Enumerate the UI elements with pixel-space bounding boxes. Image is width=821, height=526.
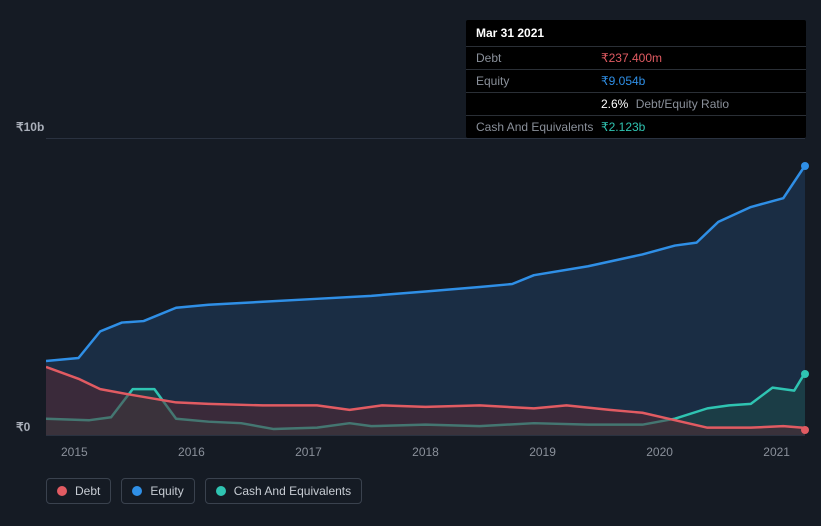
series-end-marker (801, 162, 809, 170)
x-tick: 2021 (763, 445, 790, 459)
tooltip-row-label: Cash And Equivalents (476, 120, 601, 134)
series-end-marker (801, 370, 809, 378)
legend-label: Equity (150, 484, 183, 498)
tooltip-row-value: ₹9.054b (601, 74, 645, 88)
tooltip-row-label: Debt (476, 51, 601, 65)
x-tick: 2020 (646, 445, 673, 459)
tooltip-row-label: Equity (476, 74, 601, 88)
y-axis-max-label: ₹10b (16, 120, 44, 134)
tooltip-row-label (476, 97, 601, 111)
x-tick: 2018 (412, 445, 439, 459)
x-tick: 2015 (61, 445, 88, 459)
series-end-marker (801, 426, 809, 434)
y-axis-min-label: ₹0 (16, 420, 30, 434)
tooltip-row: Debt₹237.400m (466, 46, 806, 69)
tooltip-date: Mar 31 2021 (466, 20, 806, 46)
legend-swatch (57, 486, 67, 496)
x-axis: 2015 2016 2017 2018 2019 2020 2021 (46, 445, 805, 459)
chart-legend: Debt Equity Cash And Equivalents (46, 478, 362, 504)
legend-label: Cash And Equivalents (234, 484, 351, 498)
data-tooltip: Mar 31 2021 Debt₹237.400mEquity₹9.054b2.… (466, 20, 806, 138)
tooltip-row-value: 2.6% Debt/Equity Ratio (601, 97, 729, 111)
tooltip-row: 2.6% Debt/Equity Ratio (466, 92, 806, 115)
x-tick: 2019 (529, 445, 556, 459)
chart-plot-area[interactable] (46, 138, 805, 436)
tooltip-row: Cash And Equivalents₹2.123b (466, 115, 806, 138)
legend-swatch (132, 486, 142, 496)
legend-label: Debt (75, 484, 100, 498)
tooltip-row: Equity₹9.054b (466, 69, 806, 92)
x-tick: 2016 (178, 445, 205, 459)
x-tick: 2017 (295, 445, 322, 459)
debt-equity-chart: ₹10b ₹0 2015 2016 2017 2018 2019 2020 2021 Deb… (16, 120, 805, 500)
tooltip-row-value: ₹2.123b (601, 120, 645, 134)
legend-item[interactable]: Equity (121, 478, 194, 504)
legend-item[interactable]: Cash And Equivalents (205, 478, 362, 504)
tooltip-row-value: ₹237.400m (601, 51, 662, 65)
legend-swatch (216, 486, 226, 496)
legend-item[interactable]: Debt (46, 478, 111, 504)
